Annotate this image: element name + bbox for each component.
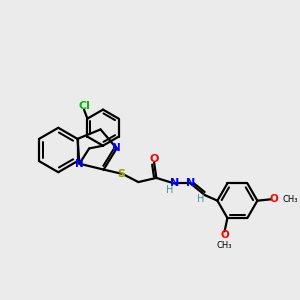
Text: H: H xyxy=(197,194,204,204)
Text: O: O xyxy=(270,194,278,204)
Text: S: S xyxy=(118,169,126,179)
Text: CH₃: CH₃ xyxy=(283,195,298,204)
Text: N: N xyxy=(186,178,195,188)
Text: Cl: Cl xyxy=(79,101,91,111)
Text: N: N xyxy=(112,143,121,153)
Text: O: O xyxy=(220,230,229,240)
Text: O: O xyxy=(149,154,159,164)
Text: H: H xyxy=(166,184,173,195)
Text: CH₃: CH₃ xyxy=(217,241,233,250)
Text: N: N xyxy=(75,159,84,169)
Text: N: N xyxy=(170,178,179,188)
